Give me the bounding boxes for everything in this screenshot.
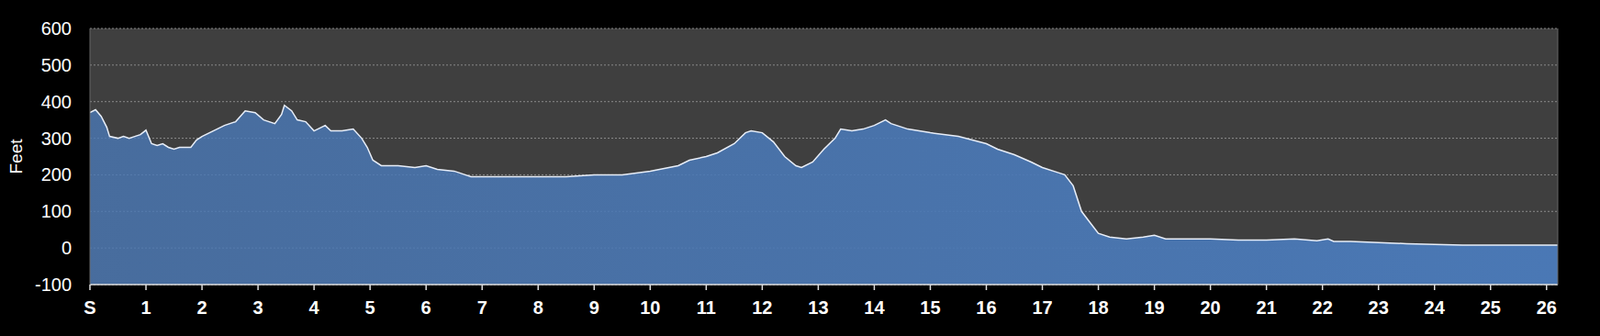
x-tick-label: 25 [1480, 297, 1501, 318]
x-tick [705, 284, 708, 291]
y-tick-label: 300 [41, 128, 72, 149]
x-tick-label: 19 [1143, 297, 1164, 318]
y-tick-label: 100 [41, 201, 72, 222]
x-tick-label: 1 [140, 297, 151, 318]
x-tick [1321, 284, 1324, 291]
x-tick-label: 11 [696, 297, 717, 318]
x-tick-label: 13 [807, 297, 828, 318]
y-tick-label: 0 [61, 237, 72, 258]
x-tick [1265, 284, 1268, 291]
x-tick [985, 284, 988, 291]
y-tick-label: 200 [41, 164, 72, 185]
x-tick-label: 9 [589, 297, 600, 318]
y-tick-label: 600 [41, 18, 72, 39]
grid-line [89, 100, 1558, 102]
x-tick-label: 23 [1368, 297, 1389, 318]
grid-line [89, 64, 1558, 66]
x-tick-label: 17 [1031, 297, 1052, 318]
x-tick-label: 22 [1312, 297, 1333, 318]
x-tick-label: 4 [309, 297, 321, 318]
x-tick [873, 284, 876, 291]
x-tick [1545, 284, 1548, 291]
x-tick-label: 21 [1256, 297, 1277, 318]
x-tick-label: S [83, 297, 96, 318]
x-tick-label: 26 [1536, 297, 1557, 318]
x-tick [929, 284, 932, 291]
x-tick-label: 12 [751, 297, 773, 318]
grid-line [89, 28, 1558, 30]
plot-area [89, 28, 1558, 285]
x-tick-label: 16 [975, 297, 996, 318]
y-axis [89, 28, 91, 285]
y-tick-label: 400 [41, 91, 72, 112]
x-tick [369, 284, 371, 291]
x-tick [481, 284, 483, 291]
x-tick [425, 284, 427, 291]
x-tick-label: 2 [196, 297, 207, 318]
x-tick [257, 284, 259, 291]
x-tick-label: 6 [421, 297, 432, 318]
x-tick [1377, 284, 1380, 291]
x-tick [1209, 284, 1212, 291]
x-tick [201, 284, 203, 291]
x-tick [1433, 284, 1436, 291]
y-tick-label: 500 [41, 55, 72, 76]
x-axis [89, 283, 1558, 286]
area [89, 105, 1558, 285]
plot-edge [1557, 28, 1559, 285]
x-tick-label: 3 [253, 297, 264, 318]
x-tick-label: 14 [863, 297, 885, 318]
x-tick [89, 284, 91, 291]
x-tick [649, 284, 652, 291]
x-tick [1097, 284, 1100, 291]
x-tick [761, 284, 764, 291]
y-tick-label: -100 [34, 274, 72, 295]
x-tick [313, 284, 315, 291]
x-tick-label: 8 [533, 297, 544, 318]
x-tick-label: 15 [919, 297, 940, 318]
x-tick [1153, 284, 1156, 291]
plot-marks [89, 105, 1558, 285]
y-axis-label: Feet [6, 138, 26, 175]
x-tick-label: 24 [1424, 297, 1446, 318]
chart: -1000100200300400500600S1234567891011121… [0, 0, 1600, 336]
line [89, 105, 1558, 246]
x-tick [1489, 284, 1492, 291]
x-tick [593, 284, 596, 291]
x-tick-label: 10 [639, 297, 661, 318]
x-tick [817, 284, 820, 291]
x-tick [145, 284, 147, 291]
background [0, 0, 1600, 336]
x-tick [537, 284, 539, 291]
x-tick-label: 18 [1087, 297, 1108, 318]
x-tick-label: 20 [1199, 297, 1220, 318]
x-tick-label: 5 [365, 297, 376, 318]
x-tick-label: 7 [477, 297, 488, 318]
grid-line [89, 284, 1558, 286]
x-tick [1041, 284, 1044, 291]
